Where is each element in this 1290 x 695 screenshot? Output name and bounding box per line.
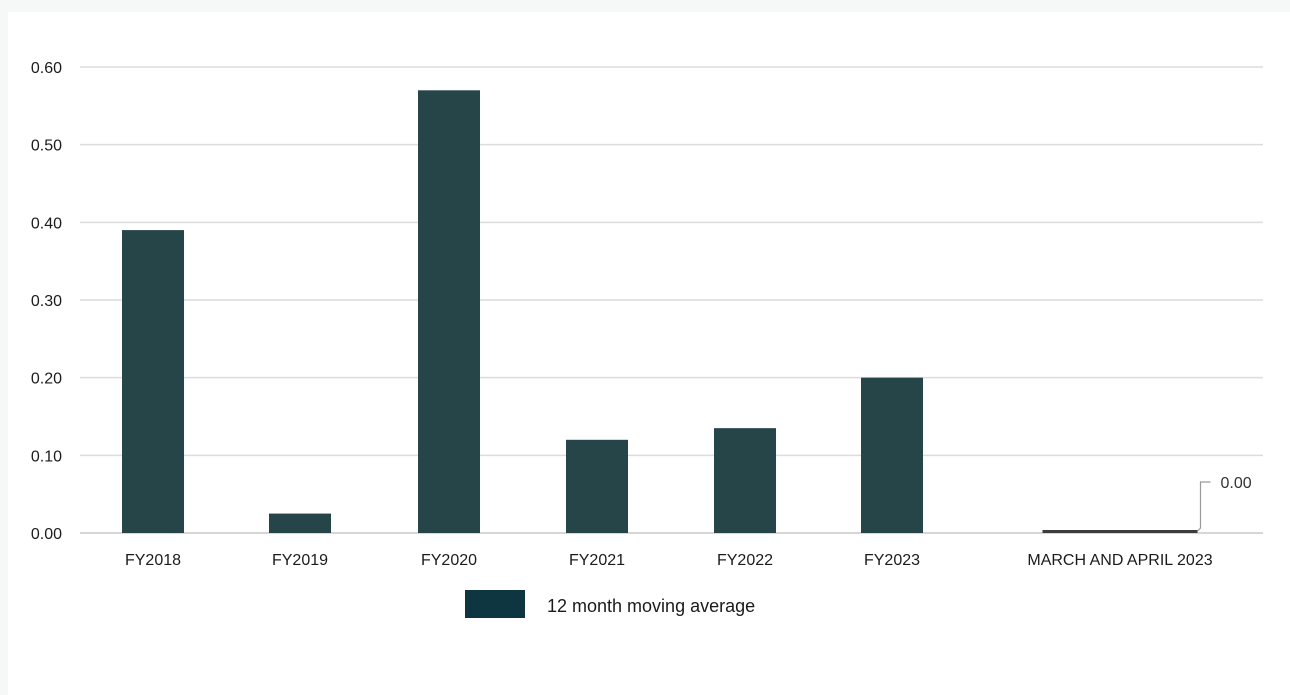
x-category-label: FY2019 — [272, 552, 328, 569]
data-label: 0.00 — [1221, 475, 1252, 492]
grid-lines — [80, 66, 1263, 534]
bar-fy2020 — [418, 90, 480, 534]
bar-fy2021 — [566, 439, 628, 533]
y-tick-label: 0.10 — [31, 448, 62, 465]
bar-fy2023 — [861, 377, 923, 533]
data-label-leader-line — [1197, 481, 1211, 532]
data-labels: 0.00 — [1197, 475, 1252, 532]
y-tick-label: 0.60 — [31, 60, 62, 77]
bar-fy2018 — [122, 230, 184, 533]
legend-label: 12 month moving average — [547, 596, 755, 616]
y-axis-ticks: 0.00 0.10 0.20 0.30 0.40 0.50 0.60 — [31, 60, 62, 543]
legend: 12 month moving average — [465, 590, 755, 618]
legend-swatch — [465, 590, 525, 618]
chart-card — [8, 12, 1290, 695]
y-tick-label: 0.20 — [31, 371, 62, 388]
bar-march-and-april-2023 — [1042, 530, 1198, 533]
x-category-label: FY2022 — [717, 552, 773, 569]
x-category-label: MARCH AND APRIL 2023 — [1027, 552, 1212, 569]
x-category-label: FY2023 — [864, 552, 920, 569]
x-category-label: FY2020 — [421, 552, 477, 569]
bars — [122, 90, 1198, 534]
bar-fy2022 — [714, 428, 776, 533]
x-axis-categories: FY2018 FY2019 FY2020 FY2021 FY2022 FY2023 MARC… — [125, 552, 1213, 569]
y-tick-label: 0.00 — [31, 526, 62, 543]
x-category-label: FY2018 — [125, 552, 181, 569]
y-tick-label: 0.40 — [31, 215, 62, 232]
x-category-label: FY2021 — [569, 552, 625, 569]
bar-fy2019 — [269, 513, 331, 533]
y-tick-label: 0.30 — [31, 293, 62, 310]
y-tick-label: 0.50 — [31, 138, 62, 155]
